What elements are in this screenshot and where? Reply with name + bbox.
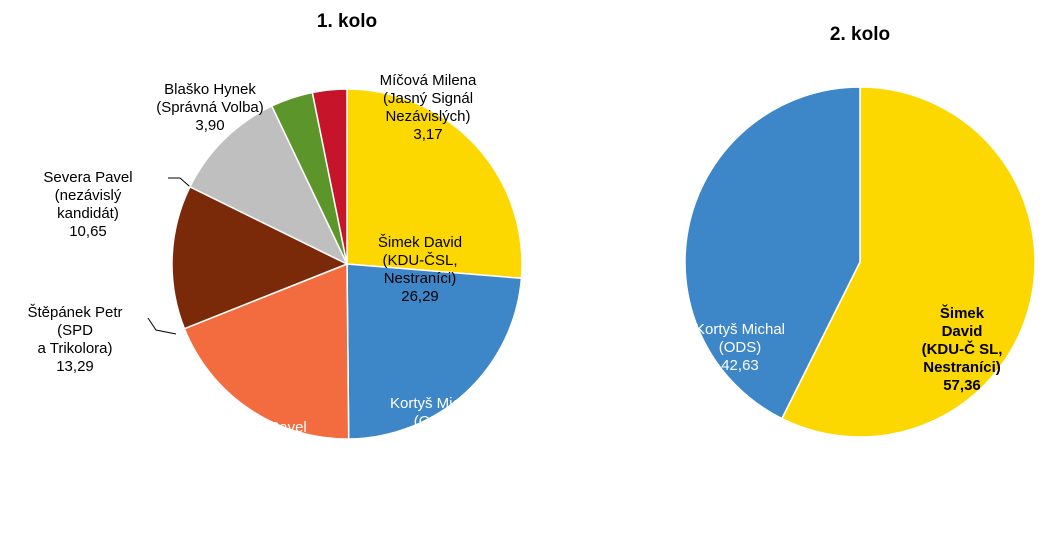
pie-slice	[780, 86, 1036, 438]
slice-label: Blaško Hynek (Správná Volba) 3,90	[156, 81, 264, 135]
slice-value: 26,29	[401, 288, 439, 305]
slice-value: 3,90	[195, 117, 225, 134]
slice-name: Blaško Hynek (Správná Volba)	[156, 81, 264, 116]
slice-name: Kortyš Michal (ODS)	[694, 321, 786, 356]
slice-name: Havíř Pavel (SOCDEM a SproK)	[229, 419, 307, 472]
slice-name: Šimek David (KDU-ČSL, Nestraníci)	[377, 234, 463, 287]
chart-title: 2. kolo	[829, 24, 891, 45]
pie-slice	[684, 86, 861, 420]
slice-value: 42,63	[721, 357, 759, 374]
slice-label: Kortyš Michal (ODS) 42,63	[695, 321, 785, 375]
slice-value: 23,53	[416, 431, 454, 448]
pie-slice	[311, 88, 348, 265]
pie-slice	[188, 105, 349, 266]
slice-value: 19,12	[249, 473, 287, 490]
slice-label: Štěpánek Petr (SPD a Trikolora) 13,29	[27, 304, 122, 376]
slice-name: Kortyš Michal (ODS)	[389, 395, 481, 430]
pie-slice	[183, 262, 350, 440]
slice-name: Štěpánek Petr (SPD a Trikolora)	[27, 304, 123, 357]
slice-value: 10,65	[69, 223, 107, 240]
slice-name: Míčová Milena (Jasný Signál Nezávislých)	[379, 72, 477, 125]
slice-value: 3,17	[413, 126, 443, 143]
slice-label: Šimek David (KDU-Č SL, Nestraníci) 57,36	[921, 305, 1004, 395]
chart-title: 1. kolo	[316, 11, 378, 32]
slice-label: Severa Pavel (nezávislý kandidát) 10,65	[43, 169, 132, 241]
pie-slice	[346, 263, 523, 440]
slice-value: 57,36	[943, 377, 981, 394]
slice-name: Šimek David (KDU-Č SL, Nestraníci)	[921, 305, 1003, 376]
slice-value: 13,29	[56, 358, 94, 375]
slice-label: Havíř Pavel (SOCDEM a SproK) 19,12	[229, 419, 307, 491]
pie-slice	[346, 88, 523, 280]
slice-name: Severa Pavel (nezávislý kandidát)	[43, 169, 133, 222]
slice-label: Míčová Milena (Jasný Signál Nezávislých)…	[380, 72, 477, 144]
pie-slice	[171, 185, 349, 330]
leader-line	[147, 317, 177, 335]
slice-label: Kortyš Michal (ODS) 23,53	[390, 395, 480, 449]
slice-label: Šimek David (KDU-ČSL, Nestraníci) 26,29	[378, 234, 462, 306]
